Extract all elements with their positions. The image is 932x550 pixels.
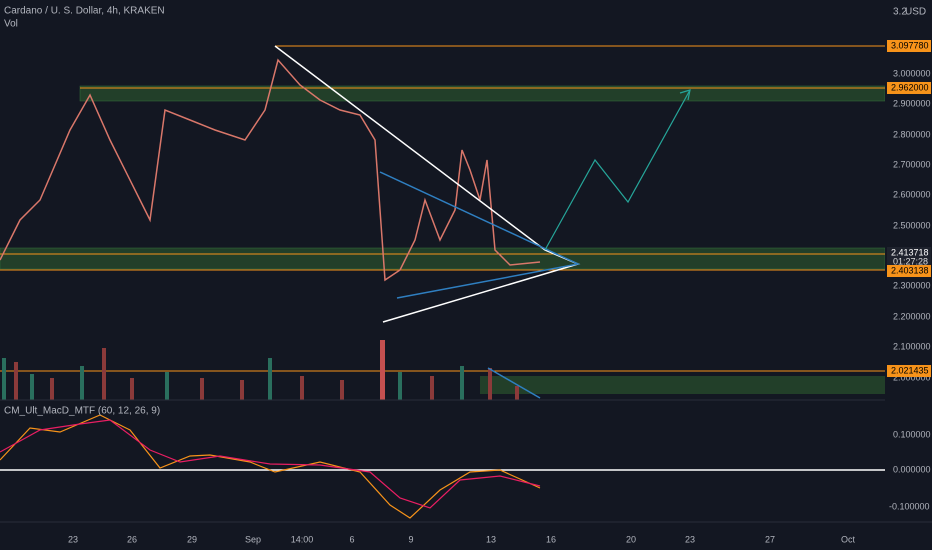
- price-label: 2.000000: [893, 372, 931, 382]
- price-axis-labels: 3.2 USD 3.000000 2.900000 2.800000 2.700…: [893, 7, 931, 383]
- price-label: 2.600000: [893, 189, 931, 199]
- badge-last: 2.413718: [891, 247, 929, 257]
- price-label: 2.800000: [893, 129, 931, 139]
- time-label: 16: [546, 534, 556, 544]
- indicator-label: -0.100000: [889, 501, 930, 511]
- time-label: 14:00: [291, 534, 314, 544]
- price-label: 3.000000: [893, 68, 931, 78]
- time-label: 29: [187, 534, 197, 544]
- badge-support: 2.403138: [891, 265, 929, 275]
- indicator-axis-labels: 0.100000 0.000000 -0.100000: [889, 429, 931, 511]
- price-label: 2.300000: [893, 280, 931, 290]
- time-label: 27: [765, 534, 775, 544]
- price-label: 2.100000: [893, 341, 931, 351]
- price-label: 2.200000: [893, 311, 931, 321]
- badge-resistance: 2.962000: [891, 82, 929, 92]
- price-line: [0, 58, 541, 282]
- price-badges: 3.097780 2.962000 2.413718 01:27:28 2.40…: [887, 40, 931, 377]
- badge-high: 3.097780: [891, 40, 929, 50]
- price-label: 2.700000: [893, 159, 931, 169]
- price-label: 2.900000: [893, 98, 931, 108]
- time-label: Oct: [841, 534, 856, 544]
- symbol-title[interactable]: Cardano / U. S. Dollar, 4h, KRAKEN: [4, 6, 165, 17]
- low-zone: [480, 376, 885, 394]
- time-label: 23: [685, 534, 695, 544]
- time-label: 20: [626, 534, 636, 544]
- time-label: 26: [127, 534, 137, 544]
- time-label: 9: [408, 534, 413, 544]
- price-label: 2.500000: [893, 220, 931, 230]
- time-label: 6: [349, 534, 354, 544]
- time-label: 23: [68, 534, 78, 544]
- signal-line: [0, 419, 541, 509]
- badge-countdown: 01:27:28: [893, 256, 928, 266]
- indicator-label: 0.000000: [893, 464, 931, 474]
- top-label: 3.2: [893, 7, 907, 18]
- drawings: [274, 45, 691, 399]
- macd-line: [0, 414, 541, 519]
- support-zone: [0, 247, 886, 270]
- time-label: 13: [486, 534, 496, 544]
- volume-bars: [2, 340, 519, 400]
- indicator-label: 0.100000: [893, 429, 931, 439]
- levels: [0, 45, 885, 372]
- volume-label[interactable]: Vol: [4, 19, 18, 30]
- badge-low: 2.021435: [891, 365, 929, 375]
- indicator-name[interactable]: CM_Ult_MacD_MTF (60, 12, 26, 9): [4, 406, 160, 417]
- time-label: Sep: [245, 534, 261, 544]
- time-axis: 23 26 29 Sep 14:00 6 9 13 16 20 23 27 Oc…: [68, 534, 856, 544]
- currency: USD: [905, 7, 926, 18]
